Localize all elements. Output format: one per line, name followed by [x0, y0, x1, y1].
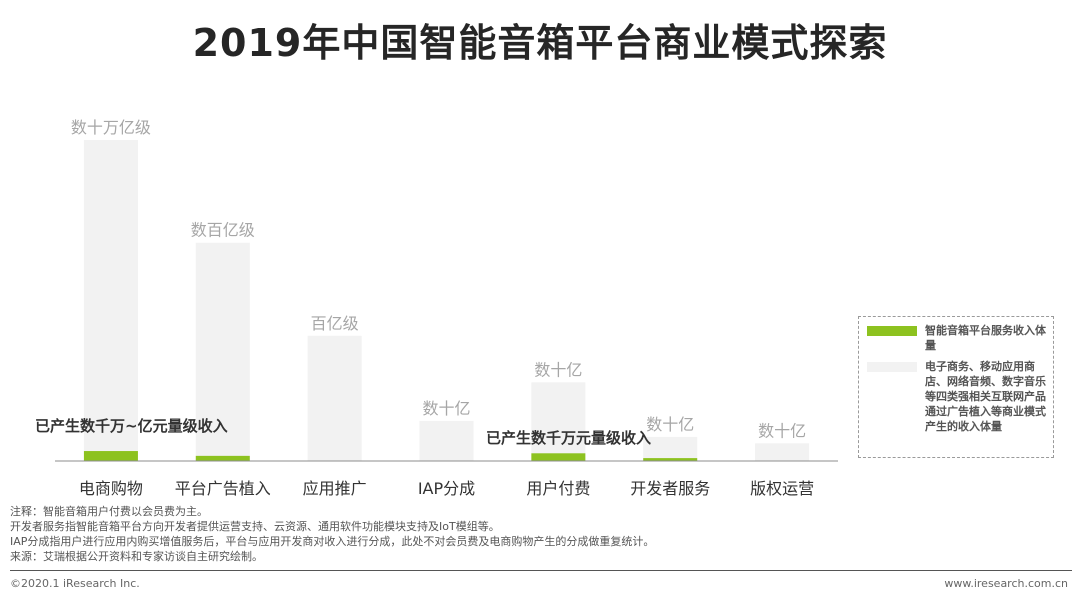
legend-label-platform-revenue: 智能音箱平台服务收入体量 — [925, 324, 1046, 352]
bar-value-label: 百亿级 — [311, 314, 359, 333]
bar-market-size — [307, 335, 362, 461]
bar-platform-revenue — [643, 458, 698, 461]
bar-platform-revenue — [531, 453, 586, 461]
bar-value-label: 数百亿级 — [191, 221, 255, 240]
legend-item-internet-revenue: 电子商务、移动应用商店、网络音频、数字音乐等四类强相关互联网产品通过广告植入等商… — [867, 359, 1047, 434]
legend-item-platform-revenue: 智能音箱平台服务收入体量 — [867, 323, 1047, 353]
footer-divider — [10, 570, 1072, 571]
x-tick-label: 应用推广 — [303, 479, 367, 498]
bar-value-label: 数十亿 — [758, 421, 806, 440]
note-line: 开发者服务指智能音箱平台方向开发者提供运营支持、云资源、通用软件功能模块支持及I… — [10, 520, 500, 533]
chart-legend: 智能音箱平台服务收入体量 电子商务、移动应用商店、网络音频、数字音乐等四类强相关… — [858, 316, 1054, 458]
x-tick-label: 电商购物 — [79, 479, 143, 498]
bar-market-size — [755, 443, 810, 461]
bar-platform-revenue — [83, 451, 138, 461]
legend-label-internet-revenue: 电子商务、移动应用商店、网络音频、数字音乐等四类强相关互联网产品通过广告植入等商… — [925, 360, 1046, 433]
x-tick-label: 平台广告植入 — [175, 479, 271, 498]
chart-title: 2019年中国智能音箱平台商业模式探索 — [192, 21, 888, 65]
x-tick-label: 用户付费 — [526, 479, 590, 498]
bar-market-size — [643, 436, 698, 461]
bar-market-size — [419, 420, 474, 461]
footer-copyright: ©2020.1 iResearch Inc. — [10, 577, 140, 590]
bar-value-label: 数十亿 — [422, 399, 470, 418]
bar-value-label: 数十亿 — [534, 360, 582, 379]
annotation-user-payment: 已产生数千万元量级收入 — [486, 429, 651, 447]
bar-market-size — [195, 242, 250, 461]
x-tick-label: IAP分成 — [418, 479, 475, 498]
chart-notes: 注释：智能音箱用户付费以会员费为主。 开发者服务指智能音箱平台方向开发者提供运营… — [10, 504, 1070, 564]
x-tick-label: 开发者服务 — [630, 479, 710, 498]
source-line: 来源：艾瑞根据公开资料和专家访谈自主研究绘制。 — [10, 550, 263, 563]
legend-swatch-green — [867, 326, 917, 336]
bar-value-label: 数十亿 — [646, 415, 694, 434]
annotation-ecommerce: 已产生数千万~亿元量级收入 — [35, 417, 228, 435]
bar-value-label: 数十万亿级 — [71, 118, 151, 137]
note-line: IAP分成指用户进行应用内购买增值服务后，平台与应用开发商对收入进行分成，此处不… — [10, 535, 655, 548]
bar-platform-revenue — [195, 455, 250, 461]
bar-market-size — [83, 140, 138, 461]
footer-website[interactable]: www.iresearch.com.cn — [944, 577, 1068, 590]
legend-swatch-gray — [867, 362, 917, 372]
bar-market-size — [531, 382, 586, 461]
x-tick-label: 版权运营 — [750, 479, 814, 498]
note-line: 注释：智能音箱用户付费以会员费为主。 — [10, 505, 208, 518]
